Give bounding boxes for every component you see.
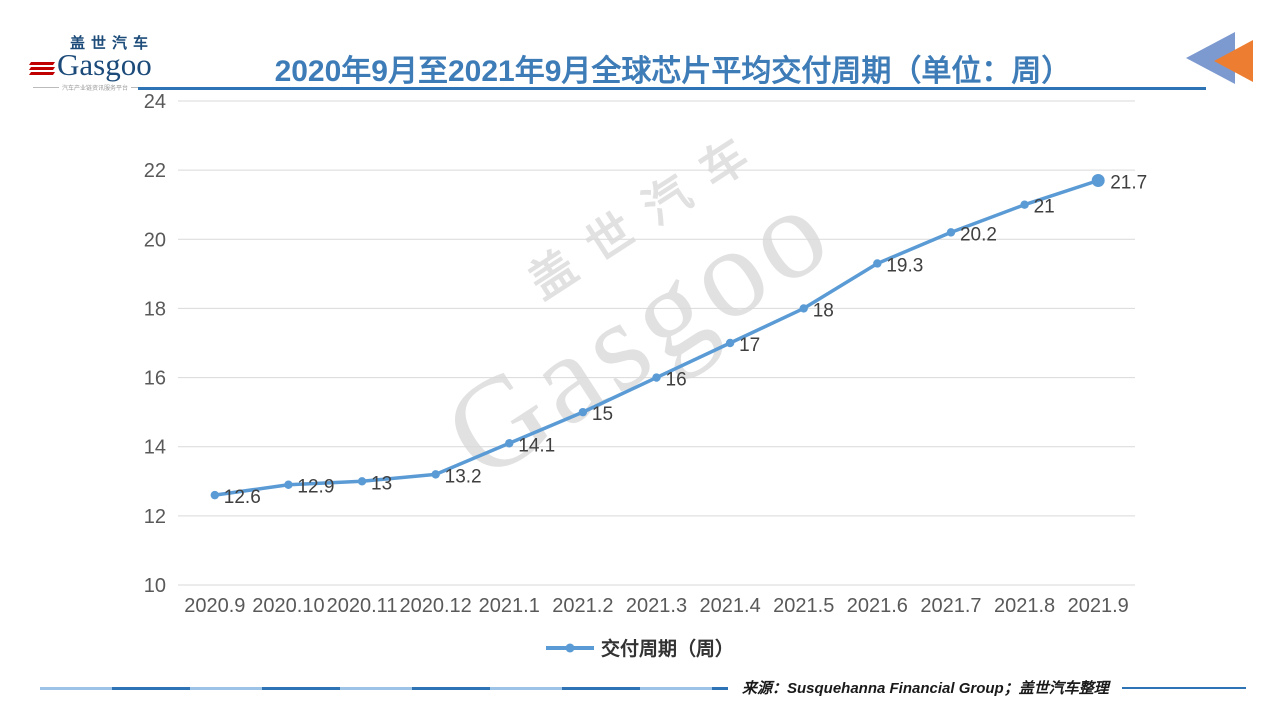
data-label: 12.9: [297, 477, 334, 498]
orange-triangle-icon: [1214, 40, 1253, 82]
x-axis-tick-label: 2021.8: [994, 595, 1055, 617]
data-point: [873, 259, 882, 268]
data-point: [210, 490, 220, 500]
x-axis-tick-label: 2020.10: [252, 595, 324, 617]
x-axis-tick-label: 2020.11: [327, 595, 398, 617]
data-label: 16: [666, 370, 687, 391]
source-rule-left: [40, 687, 728, 690]
data-label: 12.6: [224, 487, 261, 508]
x-axis-tick-label: 2021.5: [773, 595, 834, 617]
data-point: [799, 304, 808, 313]
x-axis-tick-label: 2020.12: [400, 595, 472, 617]
page-title: 2020年9月至2021年9月全球芯片平均交付周期（单位：周）: [274, 55, 1072, 88]
data-label: 17: [739, 335, 760, 356]
data-point: [431, 470, 440, 479]
x-axis-tick-label: 2021.2: [552, 595, 613, 617]
y-axis-tick-label: 14: [144, 437, 166, 459]
data-point: [652, 373, 661, 382]
data-label: 13: [371, 473, 392, 494]
data-point: [1091, 174, 1105, 188]
y-axis-tick-label: 12: [144, 506, 166, 528]
x-axis-tick-label: 2020.9: [184, 595, 245, 617]
chart-legend: 交付周期（周）: [0, 634, 1280, 661]
x-axis-tick-label: 2021.1: [479, 595, 540, 617]
data-label: 21: [1034, 197, 1055, 218]
data-label: 18: [813, 300, 834, 321]
data-point: [1020, 200, 1029, 209]
logo-brand-cn: 盖世汽车: [70, 35, 155, 52]
y-axis-tick-label: 18: [144, 298, 166, 320]
logo-stripes-icon: [28, 60, 56, 75]
data-label: 20.2: [960, 224, 997, 245]
x-axis-tick-label: 2021.7: [920, 595, 981, 617]
data-label: 14.1: [518, 435, 555, 456]
data-label: 13.2: [445, 466, 482, 487]
data-point: [284, 480, 293, 489]
x-axis-tick-label: 2021.4: [700, 595, 761, 617]
source-rule-right: [1122, 687, 1246, 689]
data-label: 15: [592, 404, 613, 425]
y-axis-tick-label: 16: [144, 368, 166, 390]
y-axis-tick-label: 24: [144, 91, 166, 113]
legend-line-marker-icon: [545, 643, 594, 652]
title-underline: [138, 87, 1206, 90]
data-point: [725, 338, 735, 348]
data-point: [357, 477, 367, 486]
gasgoo-logo: 盖世汽车 Gasgoo 汽车产业链资讯服务平台: [28, 35, 160, 92]
x-axis-tick-label: 2021.3: [626, 595, 687, 617]
data-point: [505, 439, 514, 448]
data-label: 19.3: [886, 255, 923, 276]
legend-label: 交付周期（周）: [600, 639, 734, 660]
source-text: 来源：Susquehanna Financial Group；盖世汽车整理: [742, 680, 1109, 697]
corner-arrows-icon: [1186, 32, 1256, 86]
logo-brand-en: Gasgoo: [57, 47, 152, 82]
y-axis-tick-label: 22: [144, 160, 166, 182]
data-label: 21.7: [1110, 173, 1147, 194]
x-axis-tick-label: 2021.6: [847, 595, 908, 617]
data-point: [578, 407, 588, 417]
y-axis-tick-label: 10: [144, 575, 166, 597]
x-axis-tick-label: 2021.9: [1068, 595, 1129, 617]
data-point: [946, 228, 956, 237]
y-axis-tick-label: 20: [144, 229, 166, 251]
